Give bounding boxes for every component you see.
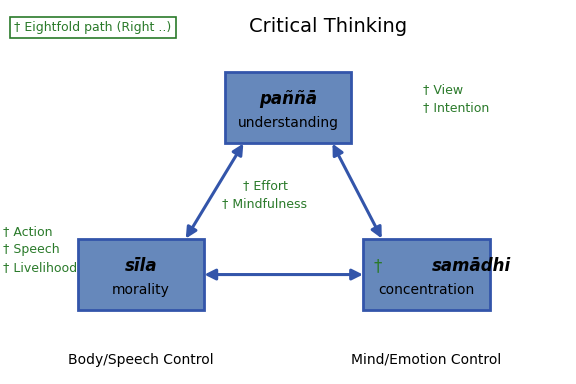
Text: †: † — [374, 257, 388, 275]
Text: concentration: concentration — [378, 283, 475, 297]
Text: understanding: understanding — [237, 116, 339, 130]
Text: Body/Speech Control: Body/Speech Control — [69, 353, 214, 367]
Text: Mind/Emotion Control: Mind/Emotion Control — [351, 353, 501, 367]
FancyBboxPatch shape — [363, 239, 490, 310]
FancyBboxPatch shape — [225, 72, 351, 143]
Text: † Effort
† Mindfulness: † Effort † Mindfulness — [222, 179, 308, 210]
FancyBboxPatch shape — [78, 239, 204, 310]
Text: † Action
† Speech
† Livelihood: † Action † Speech † Livelihood — [3, 225, 77, 274]
Text: Critical Thinking: Critical Thinking — [249, 17, 407, 36]
Text: paññā: paññā — [259, 90, 317, 108]
Text: samādhi: samādhi — [432, 257, 511, 275]
Text: morality: morality — [112, 283, 170, 297]
Text: † Eightfold path (Right ..): † Eightfold path (Right ..) — [14, 21, 172, 34]
Text: sīla: sīla — [125, 257, 157, 275]
Text: † View
† Intention: † View † Intention — [423, 83, 490, 114]
